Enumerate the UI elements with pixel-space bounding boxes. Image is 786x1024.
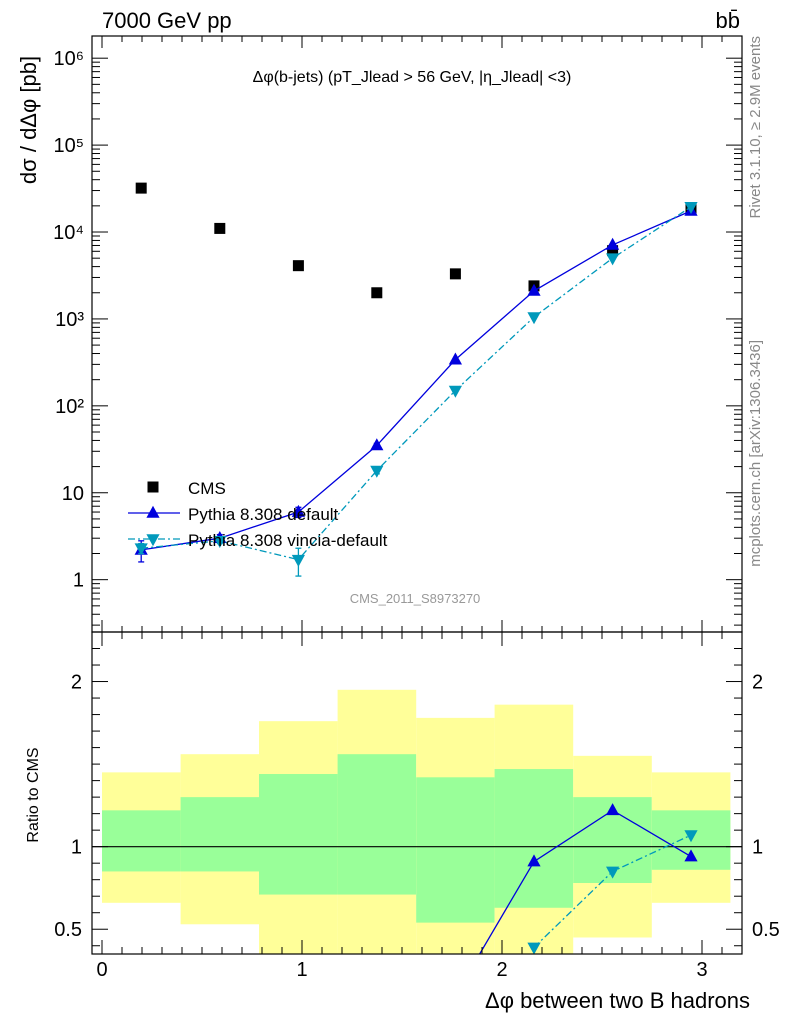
cms-data-point xyxy=(449,268,461,280)
uncertainty-band-inner xyxy=(180,797,259,872)
pythia-vincia-point xyxy=(606,253,620,266)
ratio-y-tick-label-right: 1 xyxy=(752,837,763,859)
main-y-tick-label: 10⁵ xyxy=(53,135,84,157)
ratio-bands xyxy=(102,689,731,954)
pythia-default-point xyxy=(527,283,541,296)
ratio-pythia-vincia-point xyxy=(527,942,541,954)
x-tick-label: 1 xyxy=(296,959,307,981)
uncertainty-band-inner xyxy=(102,810,181,872)
legend-pythia-default-marker xyxy=(146,505,160,518)
main-y-tick-label: 10⁴ xyxy=(53,222,84,244)
uncertainty-band-inner xyxy=(494,769,574,908)
ratio-y-tick-label: 2 xyxy=(71,672,82,694)
pythia-vincia-point xyxy=(134,543,148,556)
legend: CMS Pythia 8.308 default Pythia 8.308 vinc… xyxy=(128,479,388,550)
main-y-tick-label: 10³ xyxy=(55,309,84,331)
cms-data-point xyxy=(371,287,383,299)
ratio-y-tick-label: 0.5 xyxy=(54,919,82,941)
watermark: CMS_2011_S8973270 xyxy=(350,591,481,606)
ratio-panel-ticks: 0 1 2 3 0.5 0.5 1 1 2 2 xyxy=(54,631,780,981)
ratio-pythia-default-point xyxy=(527,854,541,867)
main-panel-ticks: 1 10 10² 10³ 10⁴ 10⁵ 10⁶ xyxy=(53,36,743,632)
energy-label: 7000 GeV pp xyxy=(102,8,232,33)
main-panel-series xyxy=(134,182,698,577)
x-tick-label: 2 xyxy=(496,959,507,981)
ratio-y-tick-label-right: 2 xyxy=(752,672,763,694)
legend-label: Pythia 8.308 vincia-default xyxy=(188,531,388,550)
uncertainty-band-inner xyxy=(259,774,338,895)
pythia-vincia-point xyxy=(684,202,698,215)
ratio-pythia-default-line xyxy=(478,809,692,954)
main-y-tick-label: 10 xyxy=(62,483,84,505)
pythia-default-point xyxy=(291,504,305,517)
legend-label: CMS xyxy=(188,479,226,498)
main-y-tick-label: 1 xyxy=(73,570,84,592)
main-y-tick-label: 10⁶ xyxy=(54,48,84,70)
ratio-series xyxy=(92,803,742,954)
pythia-vincia-point xyxy=(527,312,541,325)
uncertainty-band-inner xyxy=(416,777,495,923)
source-label: mcplots.cern.ch [arXiv:1306.3436] xyxy=(747,340,764,567)
uncertainty-band-inner xyxy=(337,754,417,895)
cms-data-point xyxy=(292,260,304,272)
cms-data-point xyxy=(135,182,147,194)
main-y-tick-label: 10² xyxy=(55,396,84,418)
main-title: Δφ(b-jets) (pT_Jlead > 56 GeV, |η_Jlead|… xyxy=(253,69,572,86)
x-axis-label: Δφ between two B hadrons xyxy=(485,988,750,1013)
ratio-pythia-default-point xyxy=(684,849,698,862)
pythia-vincia-point xyxy=(291,554,305,567)
ratio-pythia-vincia-point xyxy=(606,866,620,879)
ratio-pythia-default-point xyxy=(606,803,620,816)
ratio-y-axis-label: Ratio to CMS xyxy=(25,747,42,842)
pythia-vincia-point xyxy=(370,465,384,478)
process-label: bb̄ xyxy=(716,8,740,33)
pythia-vincia-point xyxy=(213,536,227,549)
cms-data-point xyxy=(214,222,226,234)
ratio-pythia-vincia-point xyxy=(684,830,698,843)
legend-cms-marker xyxy=(147,481,159,493)
main-y-axis-label: dσ / dΔφ [pb] xyxy=(16,56,41,184)
main-panel: 1 10 10² 10³ 10⁴ 10⁵ 10⁶ Δφ(b-jets) (pT_Jlead … xyxy=(16,35,743,633)
pythia-default-line xyxy=(141,210,692,551)
pythia-default-point xyxy=(606,237,620,250)
legend-pythia-vincia-marker xyxy=(146,534,160,547)
x-tick-label: 0 xyxy=(96,959,107,981)
x-tick-label: 3 xyxy=(696,959,707,981)
ratio-y-tick-label-right: 0.5 xyxy=(752,919,780,941)
pythia-default-point xyxy=(370,438,384,451)
pythia-vincia-line xyxy=(141,206,692,561)
legend-label: Pythia 8.308 default xyxy=(188,505,339,524)
ratio-y-tick-label: 1 xyxy=(71,837,82,859)
ratio-panel: 0 1 2 3 0.5 0.5 1 1 2 2 Ratio to CMS Δφ between t… xyxy=(25,631,780,1013)
cms-data-point xyxy=(607,245,619,257)
rivet-version-label: Rivet 3.1.10, ≥ 2.9M events xyxy=(747,36,764,219)
ratio-panel-frame xyxy=(91,631,743,955)
pythia-default-point xyxy=(448,352,462,365)
pythia-vincia-point xyxy=(448,385,462,398)
